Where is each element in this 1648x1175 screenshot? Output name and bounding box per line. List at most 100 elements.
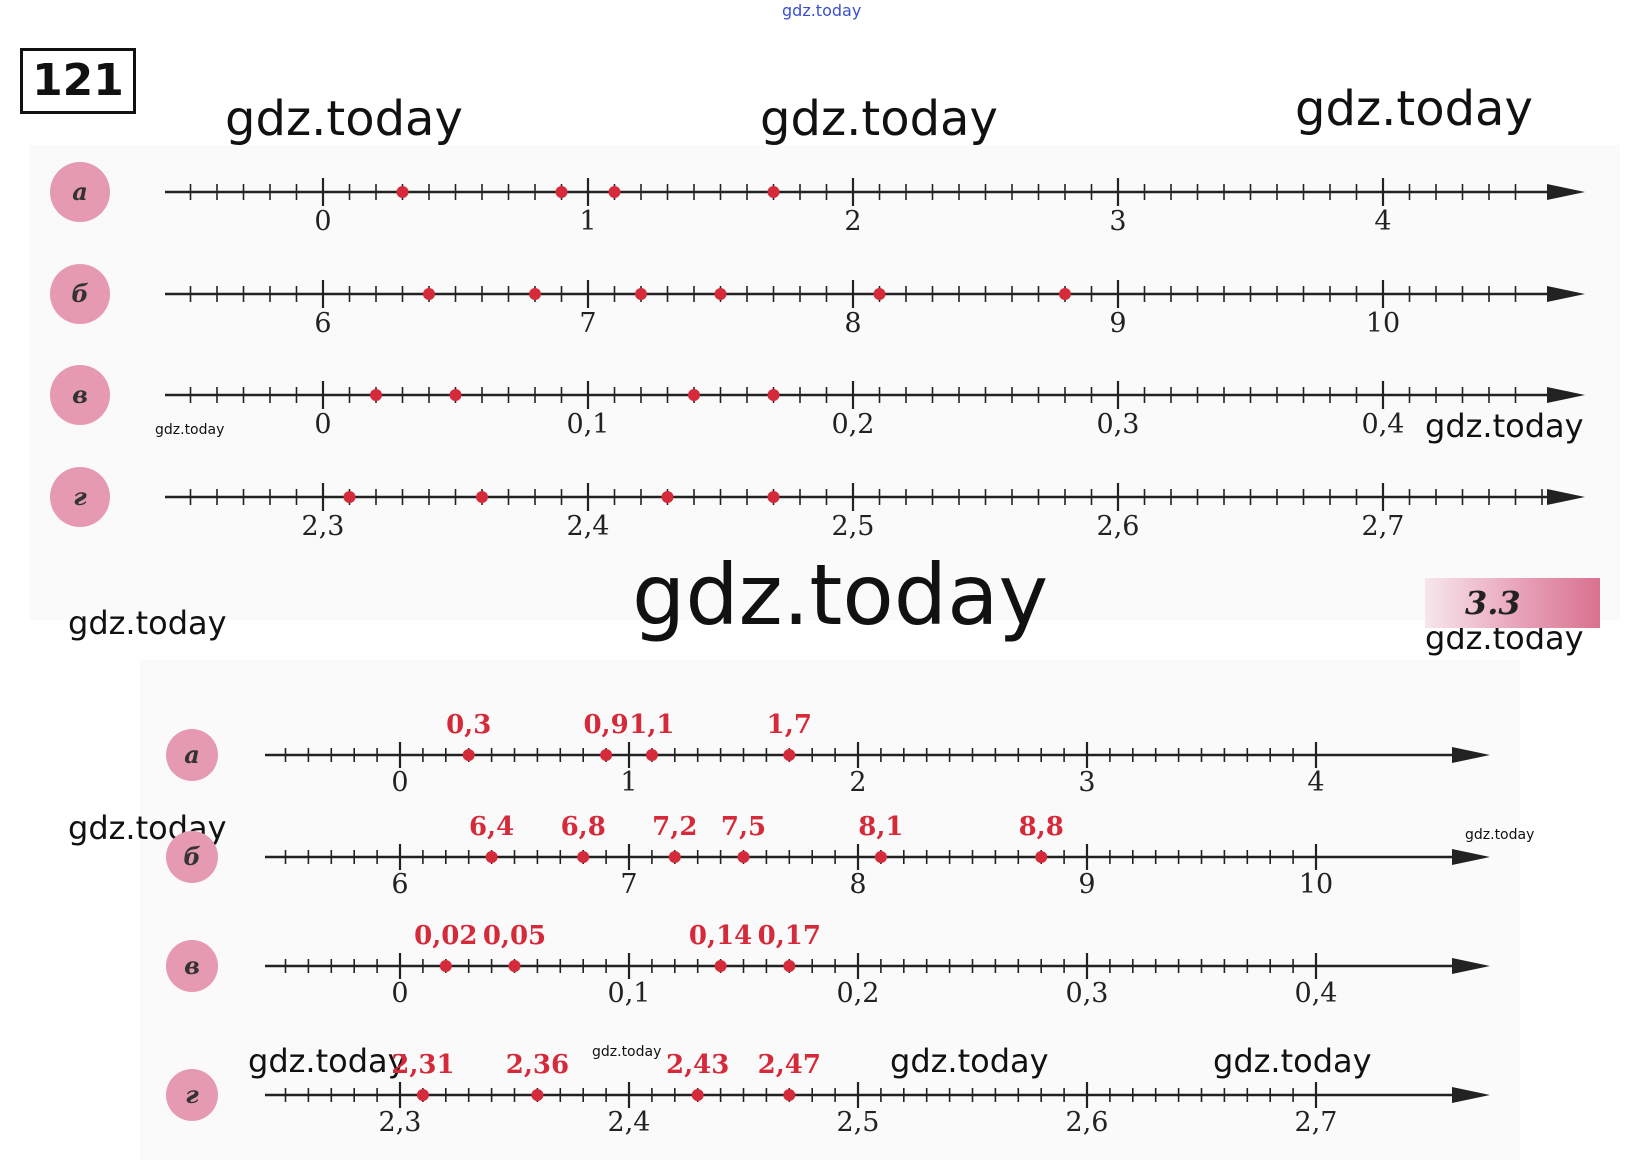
watermark: gdz.today xyxy=(632,546,1049,644)
point-label: 2,47 xyxy=(758,1050,821,1080)
point-marker xyxy=(714,288,727,300)
point-marker xyxy=(1059,288,1071,300)
row-label: в xyxy=(72,380,88,409)
tick-label: 0,3 xyxy=(1097,409,1140,440)
point-marker xyxy=(783,960,796,972)
tick-label: 1 xyxy=(620,767,637,798)
tick-label: 2,3 xyxy=(302,511,345,542)
axis-arrow xyxy=(1452,849,1490,865)
point-marker xyxy=(439,960,452,972)
point-marker xyxy=(416,1089,429,1101)
point-label: 6,8 xyxy=(561,812,606,842)
tick-label: 2,6 xyxy=(1097,511,1140,542)
watermark: gdz.today xyxy=(225,91,463,147)
point-label: 1,7 xyxy=(767,710,812,740)
tick-label: 8 xyxy=(849,869,866,900)
task-panel xyxy=(30,145,1620,620)
point-label: 8,8 xyxy=(1019,812,1064,842)
watermark: gdz.today xyxy=(890,1042,1049,1080)
tick-label: 6 xyxy=(314,308,331,339)
point-marker xyxy=(737,851,750,863)
watermark: gdz.today xyxy=(1295,81,1533,137)
point-marker xyxy=(577,851,590,863)
point-marker xyxy=(531,1089,544,1101)
row-badge xyxy=(50,162,110,222)
axis-arrow xyxy=(1452,958,1490,974)
answer-number-line: б 6 7 8 9 10 6,4 6,8 7,2 7,5 8,1 8,8 xyxy=(166,812,1490,900)
watermark: gdz.today xyxy=(68,604,227,642)
point-marker xyxy=(449,389,462,401)
tick-label: 2,4 xyxy=(567,511,610,542)
task-number: 121 xyxy=(20,48,136,114)
point-label: 2,43 xyxy=(666,1050,729,1080)
point-marker xyxy=(714,960,727,972)
tick-label: 4 xyxy=(1307,767,1324,798)
point-label: 8,1 xyxy=(858,812,903,842)
point-marker xyxy=(343,491,356,503)
point-marker xyxy=(661,491,674,503)
point-label: 6,4 xyxy=(469,812,514,842)
axis-arrow xyxy=(1547,489,1585,505)
row-badge xyxy=(166,940,218,992)
section-badge: 3.3 xyxy=(1425,578,1600,628)
watermark: gdz.today xyxy=(592,1044,662,1060)
tick-label: 2,7 xyxy=(1362,511,1405,542)
row-label: в xyxy=(184,951,200,980)
tick-label: 3 xyxy=(1109,206,1126,237)
point-marker xyxy=(668,851,681,863)
tick-label: 7 xyxy=(579,308,596,339)
tick-label: 0 xyxy=(314,206,331,237)
point-marker xyxy=(783,1089,796,1101)
point-marker xyxy=(529,288,541,300)
tick-label: 8 xyxy=(844,308,861,339)
answer-number-line: а 0 1 2 3 4 0,3 0,9 1,1 1,7 xyxy=(166,710,1490,798)
row-label: а xyxy=(184,740,200,769)
tick-label: 3 xyxy=(1078,767,1095,798)
point-marker xyxy=(783,749,796,761)
answer-number-line: г 2,3 2,4 2,5 2,6 2,7 2,31 2,36 2,43 2,47 xyxy=(166,1050,1490,1138)
section-badge-label: 3.3 xyxy=(1465,584,1521,622)
row-badge xyxy=(166,1069,218,1121)
row-badge xyxy=(166,831,218,883)
watermark: gdz.today xyxy=(1465,827,1535,843)
row-label: г xyxy=(73,482,87,511)
tick-label: 2,6 xyxy=(1066,1107,1109,1138)
point-marker xyxy=(462,749,475,761)
point-marker xyxy=(555,186,568,198)
point-marker xyxy=(873,288,886,300)
task-number-line: г 2,3 2,4 2,5 2,6 2,7 xyxy=(50,467,1585,542)
point-marker xyxy=(874,851,887,863)
tick-label: 2,5 xyxy=(832,511,875,542)
watermark: gdz.today xyxy=(248,1042,407,1080)
tick-label: 2,4 xyxy=(608,1107,651,1138)
tick-label: 0,1 xyxy=(608,978,651,1009)
point-marker xyxy=(767,186,780,198)
tick-label: 6 xyxy=(391,869,408,900)
point-marker xyxy=(1035,851,1048,863)
point-label: 0,02 xyxy=(414,921,477,951)
tick-label: 0,1 xyxy=(567,409,610,440)
row-badge xyxy=(50,365,110,425)
point-marker xyxy=(645,749,658,761)
point-marker xyxy=(767,389,780,401)
tick-label: 0,2 xyxy=(832,409,875,440)
tick-label: 10 xyxy=(1299,869,1333,900)
tick-label: 0,4 xyxy=(1362,409,1405,440)
point-marker xyxy=(423,288,435,300)
point-marker xyxy=(600,749,613,761)
tick-label: 4 xyxy=(1374,206,1391,237)
point-marker xyxy=(691,1089,704,1101)
tick-label: 2 xyxy=(849,767,866,798)
point-marker xyxy=(485,851,498,863)
tick-label: 2,7 xyxy=(1295,1107,1338,1138)
tick-label: 9 xyxy=(1078,869,1095,900)
point-marker xyxy=(688,389,700,401)
point-label: 0,9 xyxy=(583,710,628,740)
axis-arrow xyxy=(1547,387,1585,403)
point-label: 2,36 xyxy=(506,1050,569,1080)
tick-label: 2,5 xyxy=(837,1107,880,1138)
tick-label: 0 xyxy=(314,409,331,440)
point-marker xyxy=(396,186,409,198)
tick-label: 0 xyxy=(391,978,408,1009)
